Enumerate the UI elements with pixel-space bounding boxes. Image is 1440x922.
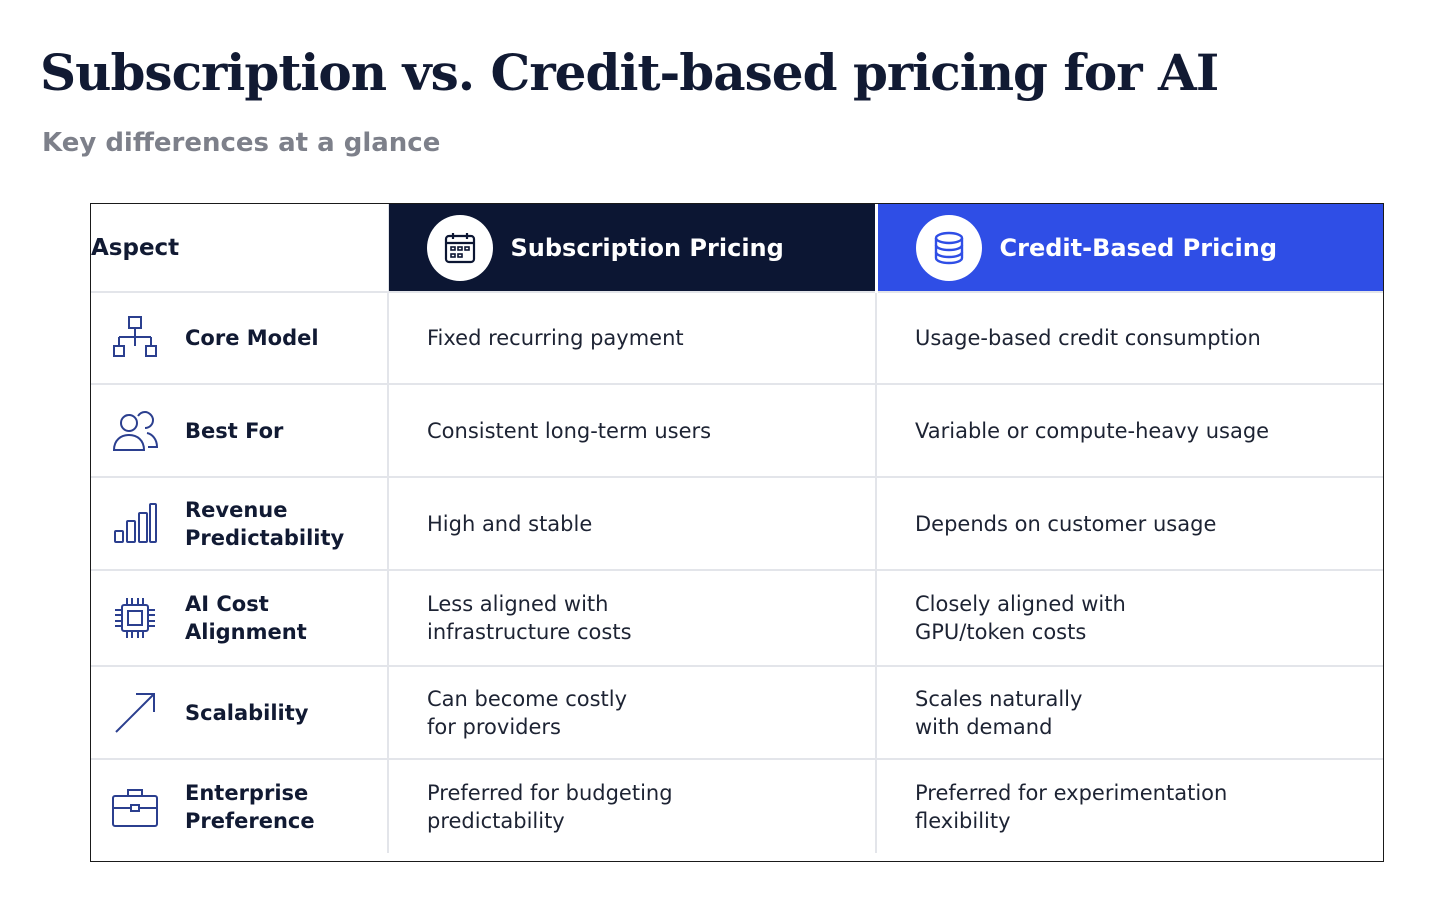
aspect-label: Best For <box>185 418 284 443</box>
aspect-cell: Revenue Predictability <box>91 476 388 570</box>
credit-cell: Usage-based credit consumption <box>875 291 1383 384</box>
header-credit: Credit-Based Pricing <box>874 204 1383 292</box>
table-row: Core Model Fixed recurring payment Usage… <box>91 291 1383 384</box>
header-subscription: Subscription Pricing <box>387 204 876 292</box>
subscription-cell: Consistent long-term users <box>387 383 876 477</box>
table-row: Enterprise Preference Preferred for budg… <box>91 758 1383 853</box>
aspect-cell: Enterprise Preference <box>91 758 388 853</box>
comparison-table-frame: Aspect <box>90 203 1384 862</box>
aspect-cell: Scalability <box>91 665 388 759</box>
table-row: Revenue Predictability High and stable D… <box>91 476 1383 570</box>
aspect-label: AI Cost Alignment <box>185 592 307 644</box>
calendar-icon <box>426 214 493 281</box>
header-subscription-label: Subscription Pricing <box>510 233 784 262</box>
aspect-cell: Best For <box>91 383 388 477</box>
credit-cell: Depends on customer usage <box>875 476 1383 570</box>
subscription-cell: Fixed recurring payment <box>387 291 876 384</box>
arrow-up-right-icon <box>111 689 159 737</box>
comparison-table: Aspect <box>91 204 1383 853</box>
aspect-label: Scalability <box>185 700 309 725</box>
subscription-cell: High and stable <box>387 476 876 570</box>
subscription-cell: Preferred for budgeting predictability <box>387 758 876 853</box>
table-row: Best For Consistent long-term users Vari… <box>91 383 1383 477</box>
header-credit-label: Credit-Based Pricing <box>999 233 1278 262</box>
hierarchy-icon <box>111 314 159 362</box>
users-icon <box>111 407 159 455</box>
aspect-cell: AI Cost Alignment <box>91 569 388 666</box>
credit-cell: Preferred for experimentation flexibilit… <box>875 758 1383 853</box>
subscription-cell: Can become costly for providers <box>387 665 876 759</box>
page-subtitle: Key differences at a glance <box>42 128 441 158</box>
credit-cell: Closely aligned with GPU/token costs <box>875 569 1383 666</box>
credit-cell: Variable or compute-heavy usage <box>875 383 1383 477</box>
table-header-row: Aspect <box>91 204 1383 292</box>
database-icon <box>915 214 982 281</box>
chip-icon <box>111 594 159 642</box>
table-row: Scalability Can become costly for provid… <box>91 665 1383 759</box>
subscription-cell: Less aligned with infrastructure costs <box>387 569 876 666</box>
header-aspect: Aspect <box>91 204 388 292</box>
table-row: AI Cost Alignment Less aligned with infr… <box>91 569 1383 666</box>
aspect-label: Enterprise Preference <box>185 780 315 833</box>
aspect-cell: Core Model <box>91 291 388 384</box>
page-title: Subscription vs. Credit-based pricing fo… <box>40 43 1219 102</box>
bar-chart-icon <box>111 500 159 548</box>
aspect-label: Revenue Predictability <box>185 497 345 550</box>
credit-cell: Scales naturally with demand <box>875 665 1383 759</box>
briefcase-icon <box>111 783 159 831</box>
aspect-label: Core Model <box>185 326 319 350</box>
